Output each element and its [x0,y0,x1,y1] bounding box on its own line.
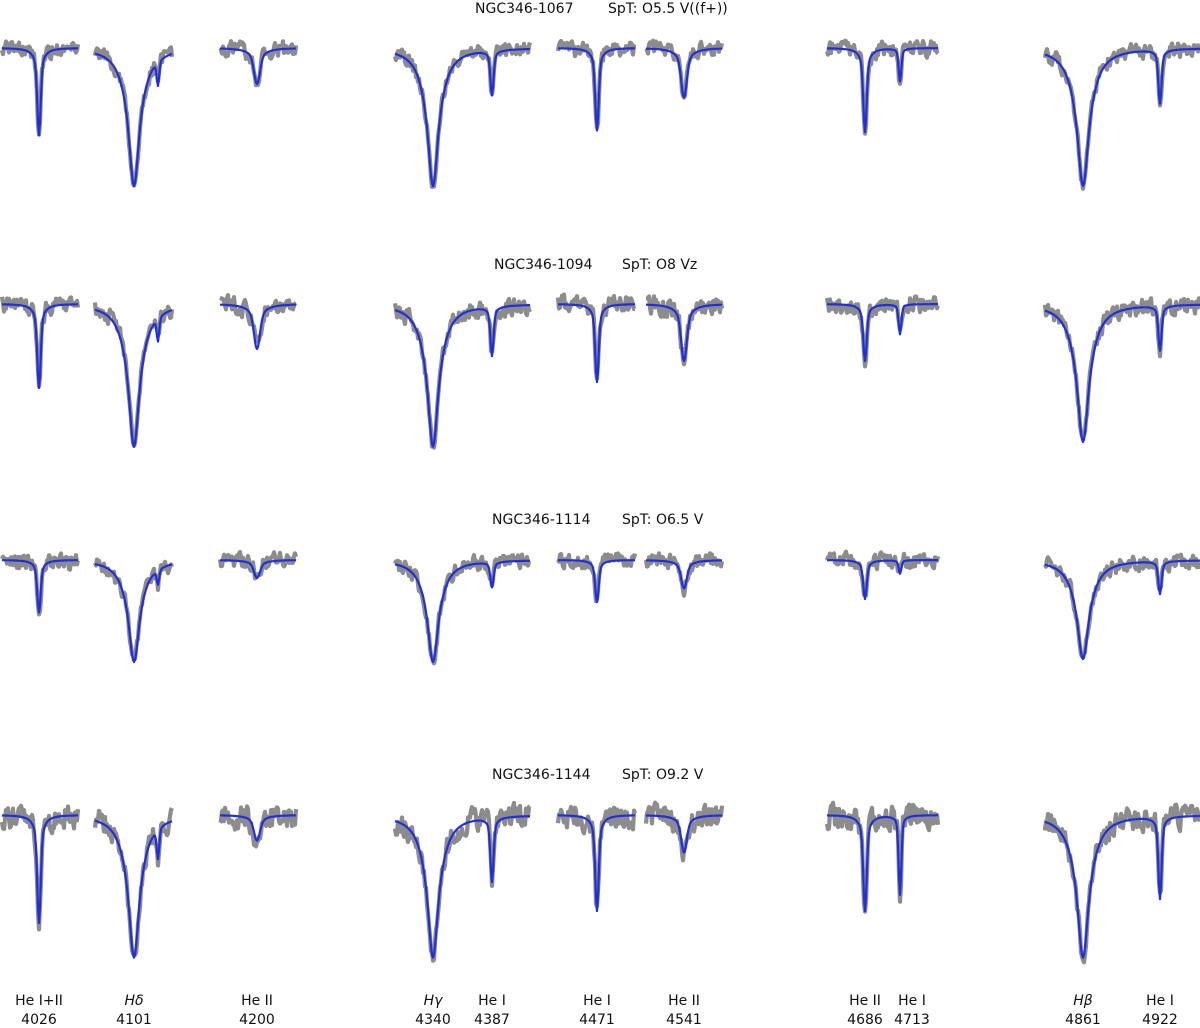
observed-spectrum-w4541 [643,551,725,598]
line-ion-label: Hβ [1073,993,1093,1009]
spectral-type-label: SpT: O5.5 V((f+)) [608,1,728,17]
line-ion-label: He I [583,993,611,1009]
observed-spectrum-w4541 [644,294,725,367]
model-fit-w4686 [826,814,939,913]
line-wavelength-label: 4713 [894,1012,930,1028]
model-fit-w4541 [645,814,723,854]
model-fit-w4200 [219,47,297,86]
model-fit-w4471 [557,47,636,132]
model-fit-w4861 [1044,303,1200,444]
model-fit-w4541 [645,559,723,590]
model-fit-w4471 [557,559,636,604]
model-fit-w4026 [1,559,79,614]
line-ion-label: He II [849,993,881,1009]
observed-spectrum-w4340 [392,41,532,189]
spectral-type-label: SpT: O8 Vz [622,257,697,273]
observed-spectrum-w4200 [218,293,298,344]
line-ion-label: He I+II [15,993,63,1009]
observed-spectrum-w4686 [825,549,941,598]
model-fit-w4101 [94,819,173,959]
star-row-NGC346-1094 [0,292,1200,450]
star-name-label: NGC346-1144 [492,767,591,783]
model-fit-w4861 [1044,814,1200,959]
model-fit-w4101 [94,563,173,664]
model-fit-w4471 [557,303,636,384]
model-fit-w4861 [1044,47,1200,188]
model-fit-w4340 [394,48,531,188]
observed-spectrum-w4686 [824,800,941,914]
line-ion-label: He II [241,993,273,1009]
star-name-label: NGC346-1094 [494,257,593,273]
model-fit-w4101 [94,308,173,448]
model-fit-w4026 [1,303,79,390]
model-fit-w4471 [557,814,636,913]
line-ion-label: Hδ [124,993,143,1009]
model-fit-w4101 [94,52,173,188]
line-ion-label: He II [668,993,700,1009]
star-row-NGC346-1067 [0,38,1200,191]
model-fit-w4340 [394,559,531,664]
line-wavelength-label: 4387 [474,1012,510,1028]
model-fit-w4541 [645,303,723,363]
model-fit-w4686 [826,559,939,601]
observed-spectrum-w4861 [1042,296,1200,440]
line-ion-label: He I [478,993,506,1009]
model-fit-w4861 [1044,559,1200,661]
line-wavelength-label: 4861 [1065,1012,1101,1028]
model-fit-w4541 [645,47,723,99]
line-wavelength-label: 4922 [1142,1012,1178,1028]
model-fit-w4026 [1,47,79,137]
line-wavelength-label: 4026 [21,1012,57,1028]
line-ion-label: Hγ [424,993,444,1009]
line-wavelength-label: 4471 [579,1012,615,1028]
observed-spectrum-w4340 [393,552,532,666]
star-name-label: NGC346-1067 [475,1,574,17]
observed-spectrum-w4200 [218,804,299,849]
line-wavelength-label: 4101 [116,1012,152,1028]
model-fit-w4340 [394,304,531,448]
model-fit-w4686 [826,303,939,363]
spectra-panels [0,38,1200,965]
observed-spectrum-w4340 [392,296,532,450]
observed-spectrum-w4340 [392,800,532,963]
line-wavelength-label: 4200 [239,1012,275,1028]
model-fit-w4026 [1,814,79,925]
spectral-type-label: SpT: O6.5 V [622,512,704,528]
model-fit-w4340 [394,815,531,959]
line-ion-label: He I [898,993,926,1009]
star-name-label: NGC346-1114 [492,512,591,528]
line-wavelength-label: 4686 [847,1012,883,1028]
line-wavelength-label: 4541 [666,1012,702,1028]
star-row-NGC346-1144 [0,800,1200,965]
observed-spectrum-w4686 [825,38,940,136]
line-identification-labels: He I+II 4026 Hδ 4101 He II 4200 Hγ 4340 … [15,993,1178,1028]
model-fit-w4200 [219,559,297,580]
spectral-type-label: SpT: O9.2 V [622,767,704,783]
line-wavelength-label: 4340 [415,1012,451,1028]
model-fit-w4200 [219,303,297,351]
model-fit-w4200 [219,814,297,842]
observed-spectrum-w4861 [1042,802,1200,965]
model-fit-w4686 [826,47,939,134]
observed-spectrum-w4861 [1043,552,1200,660]
observed-spectrum-w4686 [824,294,940,369]
observed-spectrum-w4200 [217,549,299,581]
line-ion-label: He I [1146,993,1174,1009]
observed-spectrum-w4861 [1042,41,1200,191]
star-row-NGC346-1114 [0,549,1200,666]
